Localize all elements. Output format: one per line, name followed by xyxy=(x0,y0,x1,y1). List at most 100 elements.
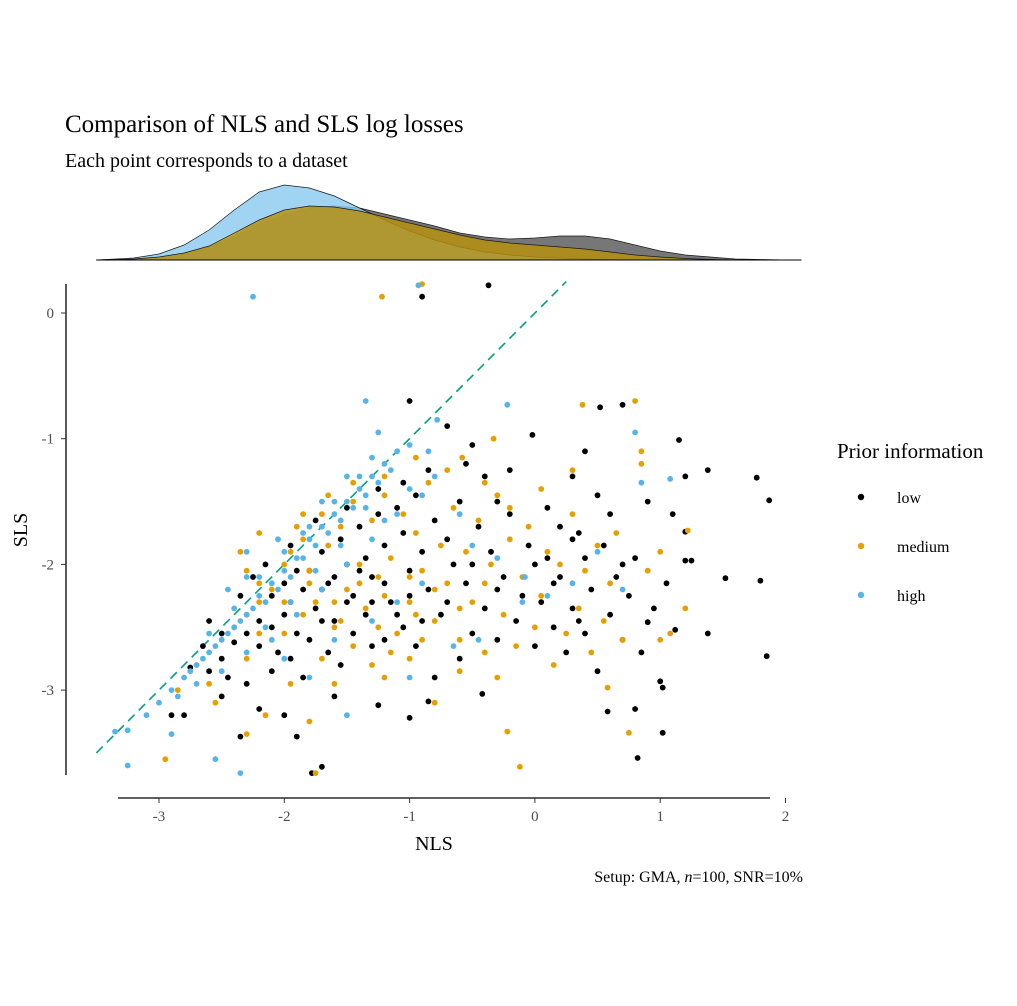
point-high xyxy=(434,416,441,423)
point-low xyxy=(544,504,551,511)
point-low xyxy=(506,467,513,473)
point-high xyxy=(504,401,511,408)
point-low xyxy=(256,618,263,624)
point-high xyxy=(281,655,288,662)
point-medium xyxy=(300,536,306,543)
point-high xyxy=(306,523,313,530)
point-low xyxy=(669,511,676,517)
point-low xyxy=(569,605,576,612)
point-medium xyxy=(331,624,338,631)
point-low xyxy=(381,542,388,549)
point-low xyxy=(312,605,319,612)
point-high xyxy=(243,611,250,618)
point-low xyxy=(657,678,664,685)
point-low xyxy=(597,404,603,411)
point-medium xyxy=(256,580,263,587)
point-medium xyxy=(319,511,325,517)
point-high xyxy=(337,517,344,524)
point-medium xyxy=(387,555,394,561)
point-high xyxy=(406,442,413,448)
point-low xyxy=(463,460,469,467)
point-high xyxy=(419,580,425,587)
point-medium xyxy=(481,479,488,486)
point-low xyxy=(519,592,526,599)
point-low xyxy=(557,523,563,530)
point-high xyxy=(344,561,350,568)
point-medium xyxy=(488,561,494,568)
point-high xyxy=(143,712,150,719)
point-medium xyxy=(212,699,219,706)
point-medium xyxy=(369,662,375,668)
point-high xyxy=(369,618,375,624)
point-high xyxy=(450,643,457,649)
point-high xyxy=(369,473,375,480)
point-low xyxy=(344,504,350,511)
point-high xyxy=(287,599,294,605)
legend-key-high xyxy=(857,591,865,599)
point-medium xyxy=(406,599,413,605)
identity-reference-line xyxy=(95,281,567,754)
point-low xyxy=(475,523,482,530)
point-low xyxy=(406,714,413,721)
point-low xyxy=(237,733,244,740)
point-low xyxy=(369,599,375,605)
point-medium xyxy=(312,599,319,605)
point-low xyxy=(419,548,425,555)
point-low xyxy=(513,618,519,624)
point-low xyxy=(757,577,764,584)
point-low xyxy=(319,763,325,770)
point-low xyxy=(506,511,513,517)
point-medium xyxy=(575,605,582,612)
point-low xyxy=(306,636,313,643)
point-low xyxy=(704,630,711,637)
point-medium xyxy=(657,636,664,643)
x-axis-title: NLS xyxy=(415,833,453,855)
point-low xyxy=(281,580,288,587)
point-low xyxy=(550,580,557,587)
point-low xyxy=(293,630,300,637)
point-low xyxy=(644,619,651,626)
point-high xyxy=(394,448,400,455)
point-medium xyxy=(381,473,388,480)
point-high xyxy=(262,624,269,631)
point-medium xyxy=(300,611,306,618)
point-medium xyxy=(344,586,350,593)
point-medium xyxy=(588,649,595,656)
point-low xyxy=(287,542,294,549)
point-high xyxy=(394,511,400,517)
point-medium xyxy=(406,655,413,662)
point-high xyxy=(187,668,194,675)
point-high xyxy=(469,542,476,549)
point-high xyxy=(218,668,225,675)
point-high xyxy=(231,605,238,612)
point-medium xyxy=(494,492,501,499)
point-medium xyxy=(431,586,438,593)
point-medium xyxy=(444,467,451,473)
point-low xyxy=(168,712,175,719)
point-medium xyxy=(682,605,689,612)
point-high xyxy=(306,674,313,681)
point-low xyxy=(337,536,344,543)
point-high xyxy=(356,473,363,480)
point-medium xyxy=(331,680,338,687)
point-high xyxy=(206,630,213,637)
point-low xyxy=(425,698,432,705)
point-high xyxy=(381,460,388,467)
point-low xyxy=(406,592,413,599)
point-low xyxy=(394,611,400,618)
point-medium xyxy=(400,511,407,517)
point-low xyxy=(400,624,407,631)
point-medium xyxy=(490,435,497,442)
point-low xyxy=(469,561,476,568)
point-low xyxy=(350,630,357,637)
point-low xyxy=(293,733,300,740)
point-medium xyxy=(268,586,275,593)
point-high xyxy=(275,536,281,543)
point-high xyxy=(174,693,181,700)
point-high xyxy=(287,574,294,580)
point-high xyxy=(225,586,231,593)
point-medium xyxy=(569,467,576,473)
point-low xyxy=(550,624,557,631)
point-high xyxy=(181,674,188,681)
point-high xyxy=(344,473,350,480)
